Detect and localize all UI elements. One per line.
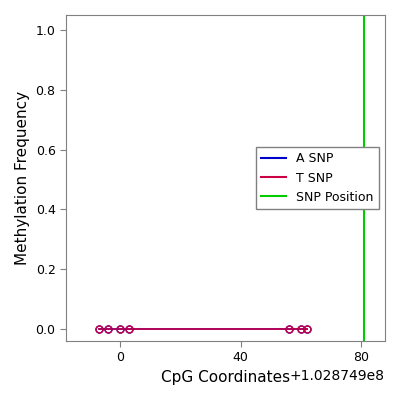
Legend: A SNP, T SNP, SNP Position: A SNP, T SNP, SNP Position	[256, 147, 379, 209]
Y-axis label: Methylation Frequency: Methylation Frequency	[15, 91, 30, 265]
X-axis label: CpG Coordinates: CpG Coordinates	[161, 370, 290, 385]
